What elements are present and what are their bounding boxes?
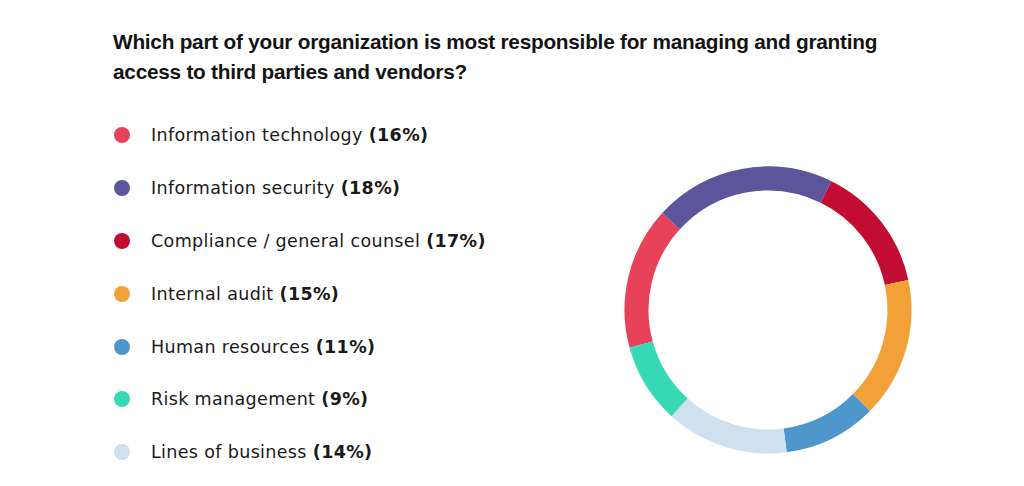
donut-segment-information-technology xyxy=(636,221,671,345)
legend-item-information-technology: Information technology (16%) xyxy=(114,109,486,162)
chart-legend: Information technology (16%) Information s… xyxy=(114,109,486,479)
donut-segment-information-security xyxy=(671,178,826,221)
legend-swatch-icon xyxy=(114,286,130,302)
legend-percentage: (16%) xyxy=(369,125,429,145)
donut-segment-internal-audit xyxy=(861,282,899,402)
legend-item-risk-management: Risk management (9%) xyxy=(114,373,486,426)
legend-label: Internal audit xyxy=(151,284,274,304)
legend-swatch-icon xyxy=(114,233,130,249)
donut-chart xyxy=(608,150,928,470)
legend-item-compliance-general-counsel: Compliance / general counsel (17%) xyxy=(114,215,486,268)
survey-results-page: { "chart_data": { "type": "donut", "titl… xyxy=(0,0,1024,486)
legend-swatch-icon xyxy=(114,444,130,460)
chart-title-line1: Which part of your organization is most … xyxy=(113,27,963,57)
legend-label: Information security xyxy=(151,178,335,198)
legend-swatch-icon xyxy=(114,180,130,196)
legend-label: Compliance / general counsel xyxy=(151,231,420,251)
legend-swatch-icon xyxy=(114,127,130,143)
chart-title-line2: access to third parties and vendors? xyxy=(113,57,963,87)
legend-percentage: (15%) xyxy=(280,284,340,304)
legend-percentage: (18%) xyxy=(341,178,401,198)
legend-swatch-icon xyxy=(114,339,130,355)
legend-swatch-icon xyxy=(114,391,130,407)
legend-label: Information technology xyxy=(151,125,363,145)
legend-item-human-resources: Human resources (11%) xyxy=(114,320,486,373)
legend-percentage: (17%) xyxy=(426,231,486,251)
legend-item-information-security: Information security (18%) xyxy=(114,162,486,215)
legend-label: Risk management xyxy=(151,389,315,409)
donut-segment-risk-management xyxy=(641,345,680,408)
legend-label: Lines of business xyxy=(151,442,307,462)
legend-label: Human resources xyxy=(151,337,310,357)
legend-percentage: (11%) xyxy=(316,337,376,357)
chart-title: Which part of your organization is most … xyxy=(113,27,963,87)
donut-segment-human-resources xyxy=(785,403,861,441)
legend-item-lines-of-business: Lines of business (14%) xyxy=(114,426,486,479)
legend-percentage: (9%) xyxy=(321,389,368,409)
legend-percentage: (14%) xyxy=(313,442,373,462)
donut-segment-compliance-general-counsel xyxy=(826,192,897,282)
legend-item-internal-audit: Internal audit (15%) xyxy=(114,267,486,320)
donut-segment-lines-of-business xyxy=(680,407,785,441)
